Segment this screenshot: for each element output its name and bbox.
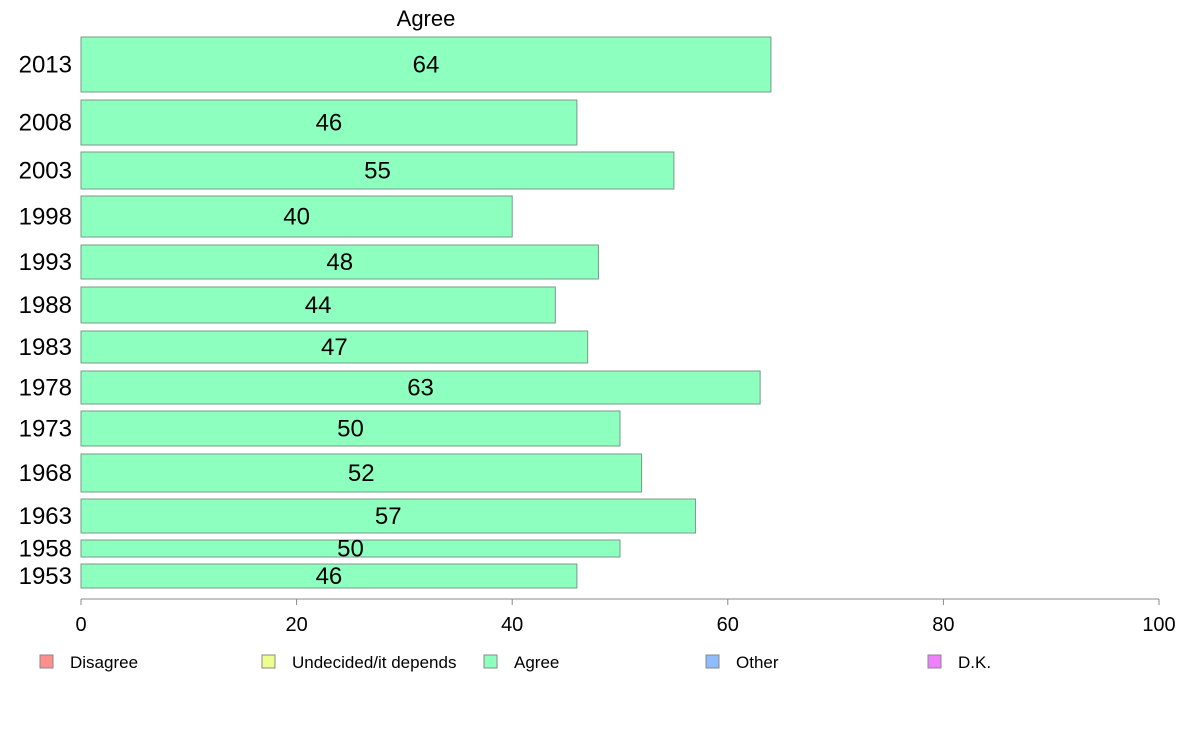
bar-1983 [80, 330, 589, 364]
legend-swatch-2 [483, 654, 498, 669]
bar-1968 [80, 453, 643, 493]
category-label-1998: 1998 [19, 204, 72, 231]
bars-group: 64 2013 46 2008 55 2003 40 1998 48 1993 44 1988 47 19… [19, 36, 772, 590]
value-label-1993: 48 [326, 249, 353, 276]
category-label-1953: 1953 [19, 563, 72, 590]
x-axis: 0 20 40 60 80 100 [75, 598, 1176, 636]
category-label-1993: 1993 [19, 249, 72, 276]
value-label-2003: 55 [364, 158, 391, 185]
value-label-1973: 50 [337, 416, 364, 443]
legend-swatch-3 [705, 654, 720, 669]
bar-1963 [80, 498, 696, 534]
legend-label-0: Disagree [70, 653, 138, 672]
x-tick-label-0: 0 [75, 614, 86, 636]
x-tick-label-60: 60 [717, 614, 739, 636]
value-label-1983: 47 [321, 334, 348, 361]
category-label-2008: 2008 [19, 110, 72, 137]
value-label-1963: 57 [375, 503, 402, 530]
bar-1993 [80, 244, 599, 280]
bar-2003 [80, 151, 675, 190]
value-label-1968: 52 [348, 460, 375, 487]
legend: Disagree Undecided/it depends Agree Other D.… [39, 653, 991, 672]
bar-1988 [80, 286, 556, 324]
bar-1953 [80, 563, 578, 589]
x-tick-label-80: 80 [932, 614, 954, 636]
value-label-1988: 44 [305, 292, 332, 319]
value-label-1998: 40 [283, 204, 310, 231]
legend-label-3: Other [736, 653, 779, 672]
category-label-2003: 2003 [19, 158, 72, 185]
legend-label-2: Agree [514, 653, 559, 672]
category-label-1978: 1978 [19, 375, 72, 402]
bar-2013 [80, 36, 772, 93]
value-label-1978: 63 [407, 375, 434, 402]
category-label-1968: 1968 [19, 460, 72, 487]
legend-swatch-0 [39, 654, 54, 669]
value-label-1958: 50 [337, 536, 364, 563]
category-label-1983: 1983 [19, 334, 72, 361]
legend-swatch-1 [261, 654, 276, 669]
value-label-1953: 46 [316, 563, 343, 590]
bar-1998 [80, 195, 513, 238]
bar-1958 [80, 539, 621, 558]
legend-label-4: D.K. [958, 653, 991, 672]
category-label-1963: 1963 [19, 503, 72, 530]
value-label-2008: 46 [316, 110, 343, 137]
legend-swatch-4 [927, 654, 942, 669]
category-label-1973: 1973 [19, 416, 72, 443]
bar-1978 [80, 370, 761, 405]
bar-1973 [80, 410, 621, 447]
category-label-1958: 1958 [19, 536, 72, 563]
x-tick-label-20: 20 [285, 614, 307, 636]
legend-label-1: Undecided/it depends [292, 653, 456, 672]
x-tick-label-100: 100 [1142, 614, 1175, 636]
chart-title: Agree [397, 6, 456, 31]
category-label-2013: 2013 [19, 52, 72, 79]
bar-2008 [80, 99, 578, 146]
x-tick-label-40: 40 [501, 614, 523, 636]
category-label-1988: 1988 [19, 292, 72, 319]
value-label-2013: 64 [413, 52, 440, 79]
